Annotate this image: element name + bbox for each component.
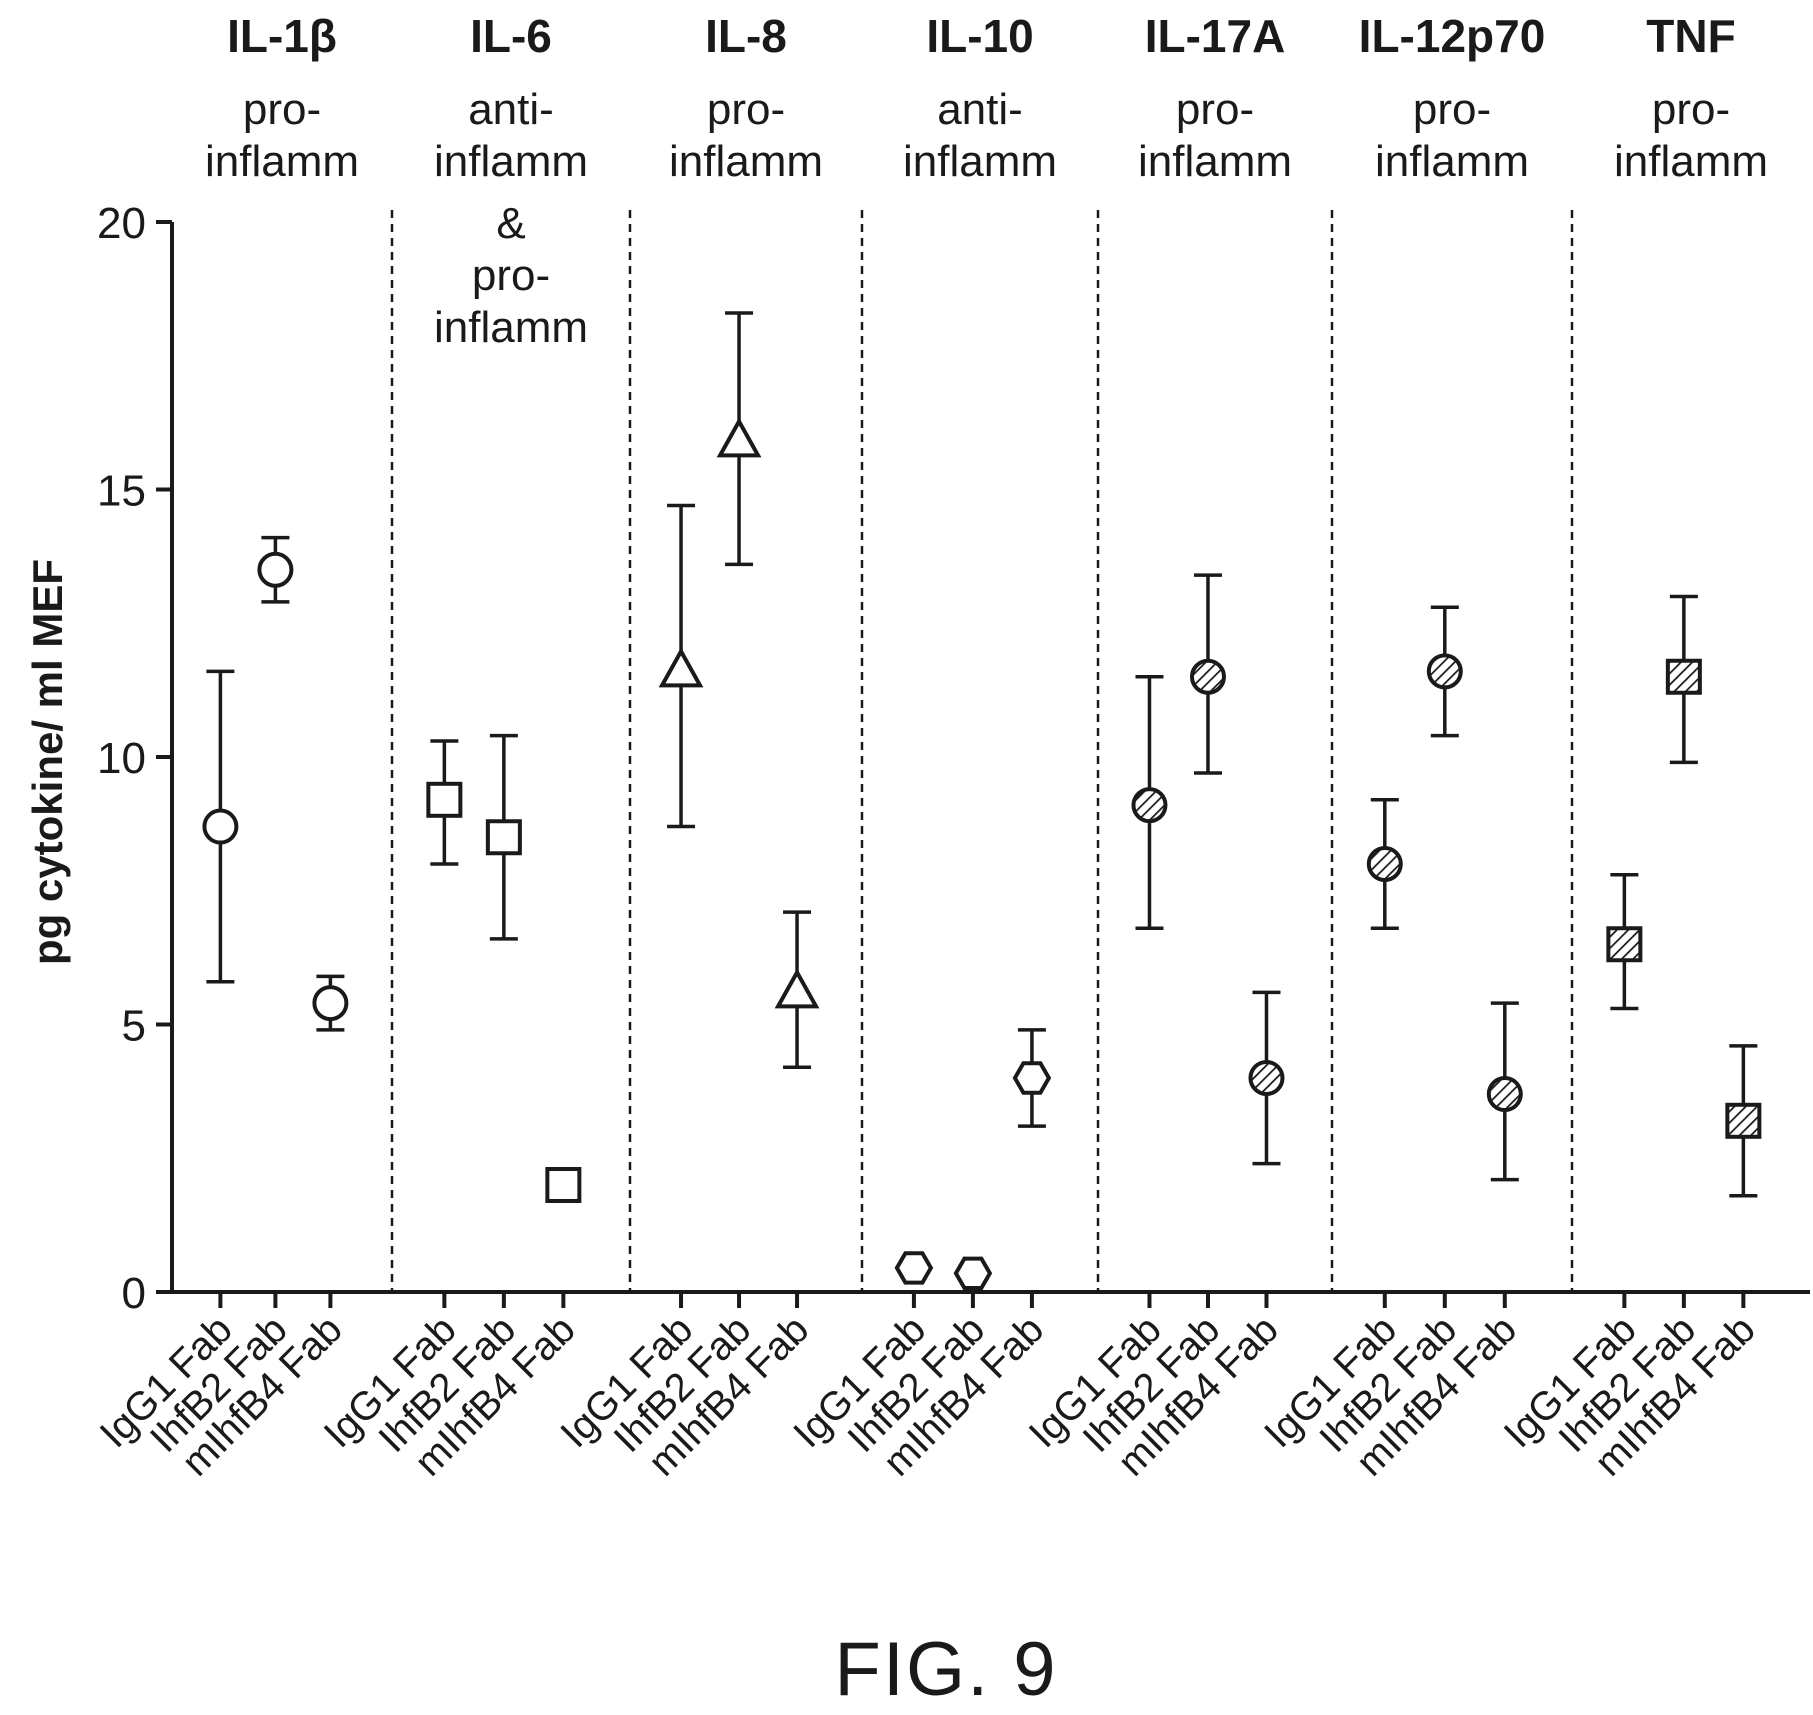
panel-title: IL-1β xyxy=(227,10,337,62)
panel-description: & xyxy=(496,199,525,248)
panel-title: IL-8 xyxy=(705,10,787,62)
circle-marker xyxy=(257,551,294,588)
y-tick-label: 20 xyxy=(97,199,146,248)
panel-description: inflamm xyxy=(434,303,588,352)
panel-description: inflamm xyxy=(434,137,588,186)
panel-description: inflamm xyxy=(1375,137,1529,186)
y-tick-label: 15 xyxy=(97,467,146,516)
circle-marker xyxy=(312,985,349,1022)
panel-title: TNF xyxy=(1646,10,1735,62)
panel-description: pro- xyxy=(243,85,321,134)
y-tick-label: 5 xyxy=(122,1002,146,1051)
circle-marker xyxy=(1426,653,1463,690)
circle-marker xyxy=(202,808,239,845)
y-tick-label: 10 xyxy=(97,734,146,783)
panel-description: inflamm xyxy=(669,137,823,186)
panel-title: IL-12p70 xyxy=(1359,10,1546,62)
square-marker xyxy=(426,781,463,818)
y-tick-label: 0 xyxy=(122,1269,146,1318)
panel-description: inflamm xyxy=(1614,137,1768,186)
panel-description: inflamm xyxy=(1138,137,1292,186)
hexagon-marker xyxy=(953,1256,993,1290)
square-marker xyxy=(485,819,522,856)
data-marks xyxy=(202,311,1762,1290)
square-marker xyxy=(1665,658,1702,695)
triangle-marker xyxy=(774,968,820,1009)
panel-description: anti- xyxy=(937,85,1023,134)
circle-marker xyxy=(1131,787,1168,824)
square-marker xyxy=(545,1167,582,1203)
axes: 0 5 10 15 20 xyxy=(97,199,1810,1318)
panel-title: IL-10 xyxy=(926,10,1033,62)
hexagon-marker xyxy=(1012,1061,1052,1095)
panel-description: pro- xyxy=(1413,85,1491,134)
square-marker xyxy=(1606,926,1643,963)
panel-title: IL-17A xyxy=(1145,10,1286,62)
circle-marker xyxy=(1366,846,1403,882)
panel-description: inflamm xyxy=(903,137,1057,186)
panel-description: anti- xyxy=(468,85,554,134)
panel-description: pro- xyxy=(472,251,550,300)
y-axis-title: pg cytokine/ ml MEF xyxy=(24,559,71,965)
panel-dividers xyxy=(390,210,1574,1292)
panel-description: pro- xyxy=(1652,85,1730,134)
panel-headers: IL-1βpro-inflammIL-6anti-inflamm&pro-inf… xyxy=(205,10,1768,352)
panel-title: IL-6 xyxy=(470,10,552,62)
figure-caption: FIG. 9 xyxy=(834,1627,1057,1712)
triangle-marker xyxy=(658,647,704,688)
square-marker xyxy=(1725,1102,1762,1139)
panel-description: pro- xyxy=(707,85,785,134)
circle-marker xyxy=(1189,658,1226,695)
circle-marker xyxy=(1248,1060,1285,1096)
triangle-marker xyxy=(716,417,762,458)
circle-marker xyxy=(1486,1076,1523,1113)
hexagon-marker xyxy=(894,1251,934,1285)
panel-description: pro- xyxy=(1176,85,1254,134)
panel-description: inflamm xyxy=(205,137,359,186)
